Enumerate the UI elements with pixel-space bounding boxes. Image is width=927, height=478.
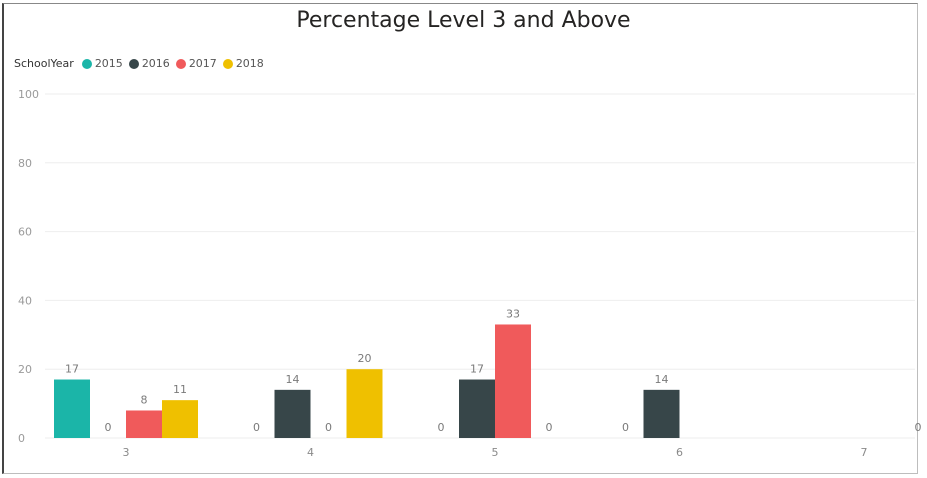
bar-2017-5 xyxy=(495,324,531,438)
legend-swatch-2017 xyxy=(175,58,186,69)
data-label: 0 xyxy=(915,421,922,434)
legend-item-2017[interactable]: 2017 xyxy=(175,57,217,70)
bar-2016-4 xyxy=(274,389,311,438)
legend-swatch-2015 xyxy=(81,58,92,69)
legend-label-2018: 2018 xyxy=(235,57,264,70)
bar-2018-3 xyxy=(162,400,198,438)
bar-2017-3 xyxy=(126,410,162,438)
x-tick-label: 7 xyxy=(861,446,868,459)
legend-swatch-2018 xyxy=(222,58,233,69)
legend-swatch-2016 xyxy=(128,58,139,69)
data-label: 20 xyxy=(358,352,372,365)
bar-2015-3 xyxy=(54,379,90,438)
data-label: 11 xyxy=(173,383,187,396)
y-tick-label: 60 xyxy=(18,226,32,239)
x-tick-label: 4 xyxy=(307,446,314,459)
data-label: 0 xyxy=(325,421,332,434)
y-tick-label: 40 xyxy=(18,294,32,307)
y-tick-label: 0 xyxy=(18,432,25,445)
legend-label-2015: 2015 xyxy=(94,57,123,70)
legend-item-2015[interactable]: 2015 xyxy=(81,57,123,70)
data-label: 33 xyxy=(506,307,520,320)
data-label: 0 xyxy=(622,421,629,434)
y-tick-label: 80 xyxy=(18,157,32,170)
x-tick-label: 6 xyxy=(676,446,683,459)
chart-title: Percentage Level 3 and Above xyxy=(296,8,631,33)
bar-2016-5 xyxy=(459,379,495,438)
x-tick-label: 5 xyxy=(492,446,499,459)
data-label: 17 xyxy=(65,363,79,376)
chart-legend: SchoolYear 2015 2016 2017 2018 xyxy=(14,57,270,70)
x-tick-label: 3 xyxy=(123,446,130,459)
legend-item-2016[interactable]: 2016 xyxy=(128,57,170,70)
legend-label-2017: 2017 xyxy=(188,57,217,70)
legend-label-2016: 2016 xyxy=(141,57,170,70)
legend-item-2018[interactable]: 2018 xyxy=(222,57,264,70)
data-label: 14 xyxy=(286,373,300,386)
data-label: 8 xyxy=(141,393,148,406)
legend-title: SchoolYear xyxy=(14,57,74,70)
data-label: 0 xyxy=(105,421,112,434)
y-tick-label: 100 xyxy=(18,88,39,101)
data-label: 14 xyxy=(655,373,669,386)
data-label: 0 xyxy=(546,421,553,434)
data-label: 17 xyxy=(470,363,484,376)
bar-2016-6 xyxy=(643,389,680,438)
y-tick-label: 20 xyxy=(18,363,32,376)
data-label: 0 xyxy=(438,421,445,434)
bar-2018-4 xyxy=(346,369,383,438)
data-label: 0 xyxy=(253,421,260,434)
